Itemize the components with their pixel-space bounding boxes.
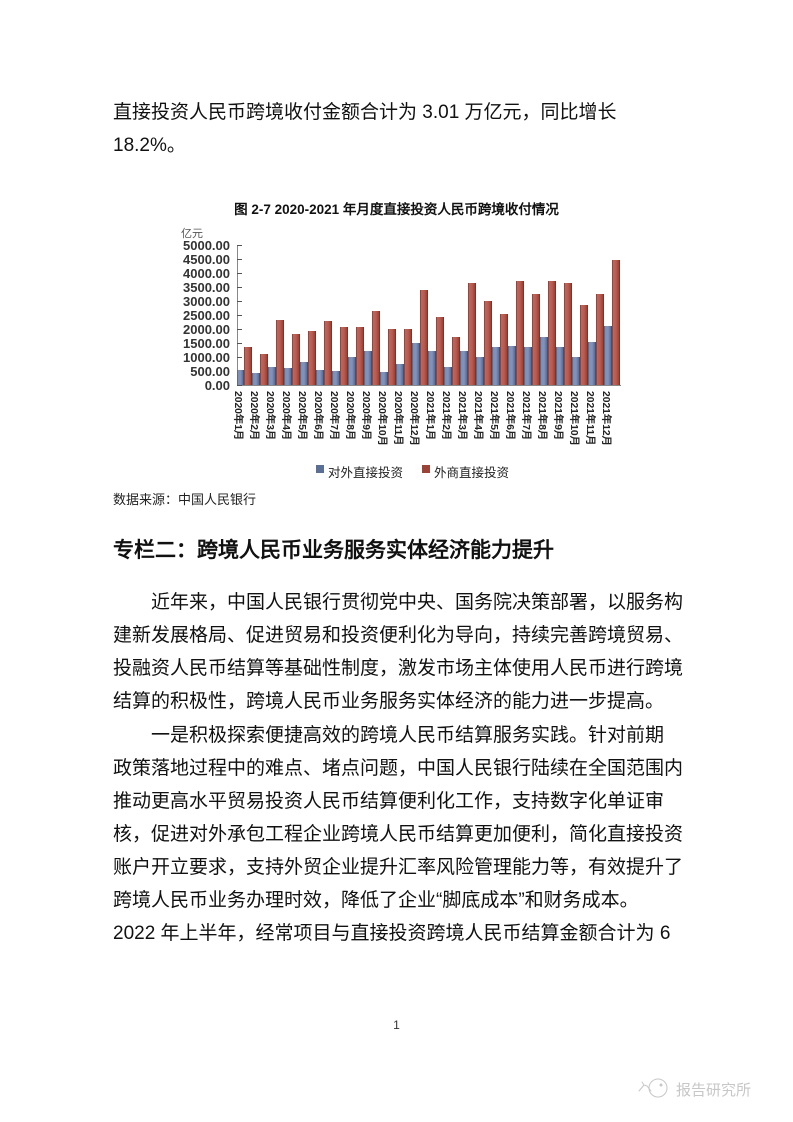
svg-text:报告研究所: 报告研究所 [676, 1082, 751, 1099]
